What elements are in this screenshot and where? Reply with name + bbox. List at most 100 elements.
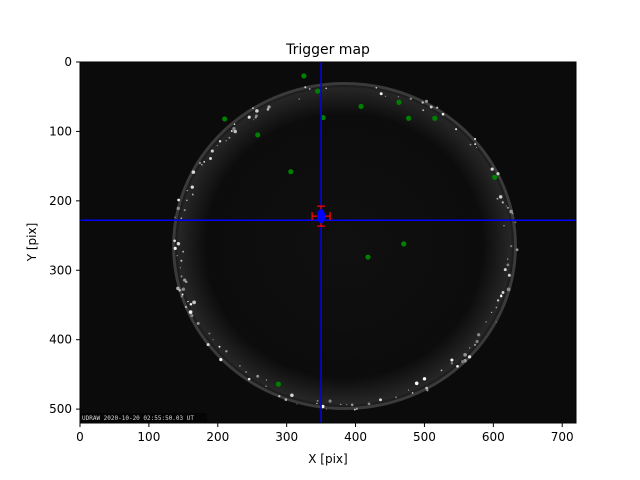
horizon-light [440, 369, 443, 372]
horizon-light [239, 365, 241, 367]
trigger-point [315, 88, 321, 94]
horizon-light [395, 396, 398, 399]
horizon-light [265, 385, 267, 387]
horizon-light [422, 109, 425, 112]
horizon-light [218, 345, 221, 348]
horizon-light [191, 193, 194, 196]
trigger-point [255, 132, 261, 138]
horizon-light [254, 114, 258, 118]
horizon-light [450, 358, 454, 362]
horizon-light [325, 87, 328, 90]
horizon-light [245, 371, 247, 373]
horizon-light [475, 146, 478, 149]
horizon-light [219, 358, 223, 362]
axes-frame [79, 61, 577, 424]
y-axis-label: Y [pix] [25, 223, 39, 263]
horizon-light [256, 374, 260, 378]
x-tick-label: 500 [413, 430, 436, 444]
horizon-light [186, 199, 188, 202]
trigger-point [492, 174, 498, 180]
horizon-light [367, 402, 371, 406]
horizon-light [503, 268, 507, 272]
horizon-light [316, 399, 319, 402]
horizon-light [209, 157, 212, 160]
horizon-light [506, 287, 511, 292]
horizon-light [411, 392, 414, 394]
image-timestamp: UDRAW 2020-10-20 02:55:50.03 UT [80, 413, 207, 422]
horizon-light [267, 105, 271, 109]
trigger-point [301, 73, 307, 79]
horizon-light [208, 332, 211, 335]
horizon-light [201, 164, 203, 166]
horizon-light [350, 403, 354, 407]
horizon-light [290, 393, 294, 398]
horizon-light [501, 201, 504, 204]
horizon-light [353, 408, 356, 411]
horizon-light [183, 278, 187, 282]
horizon-light [190, 314, 194, 318]
horizon-light [456, 364, 459, 368]
horizon-light [230, 130, 233, 132]
horizon-light [298, 98, 300, 100]
horizon-light [355, 407, 358, 410]
horizon-light [509, 209, 513, 214]
y-axis: 0 100 200 300 400 500 [49, 55, 80, 416]
sky-disc-fill [171, 81, 518, 411]
horizon-light [475, 340, 479, 344]
horizon-light [191, 170, 196, 174]
horizon-light [212, 339, 214, 341]
horizon-light [379, 398, 382, 402]
trigger-point [358, 103, 364, 110]
horizon-light [463, 352, 467, 357]
horizon-light [409, 97, 413, 101]
horizon-light [321, 404, 325, 409]
x-tick-label: 700 [551, 430, 574, 444]
horizon-light [507, 273, 511, 277]
y-tick-label: 500 [49, 402, 72, 416]
horizon-light [180, 275, 183, 278]
horizon-light [186, 189, 188, 192]
horizon-light [183, 209, 186, 212]
horizon-light [233, 129, 237, 134]
horizon-light [503, 225, 505, 227]
sky-disc [171, 81, 518, 411]
horizon-light [426, 389, 429, 392]
horizon-light [173, 246, 177, 250]
horizon-light [436, 106, 439, 109]
horizon-light [252, 107, 254, 109]
plot-area: UDRAW 2020-10-20 02:55:50.03 UT [80, 62, 576, 423]
x-tick-label: 600 [482, 430, 505, 444]
y-tick-label: 100 [49, 124, 72, 138]
trigger-marker [311, 205, 331, 227]
horizon-light [180, 259, 183, 262]
horizon-light [210, 149, 214, 153]
horizon-light [203, 161, 206, 163]
horizon-light [429, 105, 433, 109]
horizon-light [255, 109, 259, 113]
horizon-light [177, 198, 180, 202]
x-tick-label: 0 [76, 430, 84, 444]
horizon-light [253, 119, 255, 121]
trigger-points [222, 73, 498, 387]
horizon-light [506, 263, 510, 267]
horizon-light [308, 88, 311, 90]
horizon-light [490, 311, 493, 314]
horizon-light [496, 172, 500, 176]
chart-title: Trigger map [285, 42, 370, 58]
horizon-light [176, 254, 178, 257]
horizon-light [232, 127, 236, 131]
y-tick-label: 0 [64, 55, 72, 69]
horizon-light [505, 205, 507, 207]
horizon-light [187, 301, 189, 303]
horizon-light [296, 403, 298, 405]
horizon-light [414, 381, 419, 386]
horizon-light [507, 258, 509, 260]
x-tick-label: 300 [275, 430, 298, 444]
horizon-light [469, 143, 472, 146]
horizon-light [501, 291, 505, 294]
horizon-light [182, 250, 185, 253]
horizon-light [498, 195, 503, 199]
trigger-point [288, 169, 294, 175]
horizon-light [422, 377, 427, 381]
